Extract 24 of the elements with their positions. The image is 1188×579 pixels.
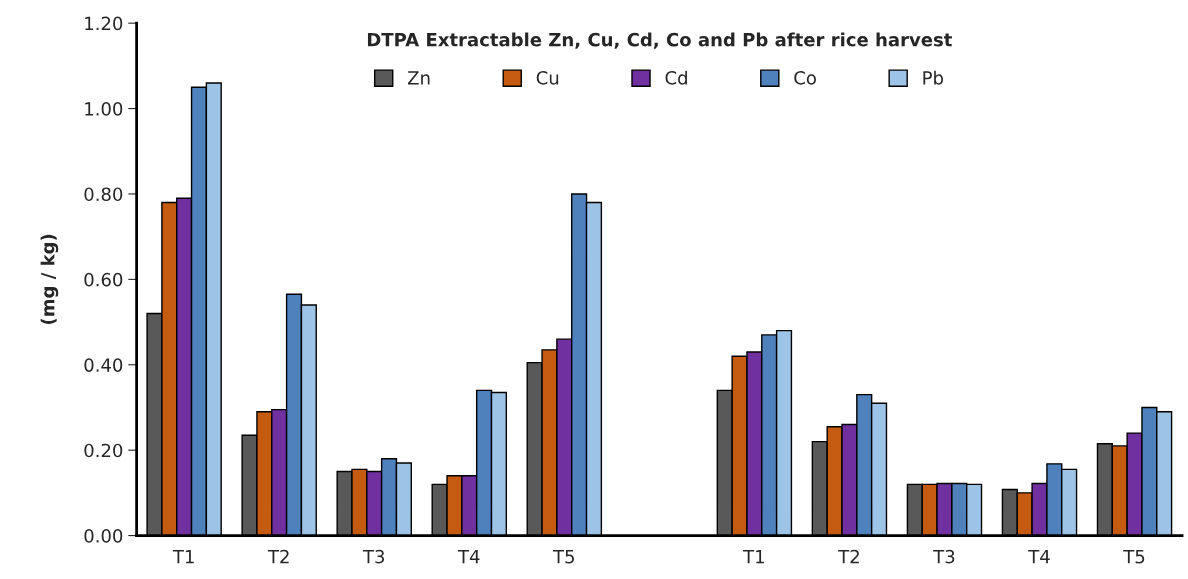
y-tick-label: 1.00 xyxy=(85,102,123,116)
legend-label: Zn xyxy=(407,71,430,85)
x-tick-label: T4 xyxy=(1028,550,1050,564)
x-tick-label: T1 xyxy=(172,550,194,564)
legend-label: Cu xyxy=(536,71,559,85)
legend-label: Co xyxy=(794,71,816,85)
x-tick-label: T2 xyxy=(267,549,289,564)
y-tick-label: 0.00 xyxy=(84,529,123,543)
x-tick-label: T5 xyxy=(1123,550,1145,564)
x-tick-label: T3 xyxy=(362,549,385,564)
legend-label: Cd xyxy=(665,70,687,85)
chart-title: DTPA Extractable Zn, Cu, Cd, Co and Pb after rice harvest xyxy=(367,32,952,49)
x-tick-label: T3 xyxy=(933,549,955,564)
x-tick-label: T2 xyxy=(838,549,859,564)
x-tick-label: T4 xyxy=(457,550,480,564)
y-tick-label: 0.40 xyxy=(84,358,123,372)
y-tick-label: 0.60 xyxy=(84,272,123,287)
x-tick-label: T1 xyxy=(743,550,764,564)
legend-label: Pb xyxy=(923,70,944,85)
y-tick-label: 0.80 xyxy=(84,187,123,202)
y-axis-title: (mg / kg) xyxy=(40,234,59,324)
x-tick-label: T5 xyxy=(552,550,574,564)
y-tick-label: 0.20 xyxy=(84,443,123,458)
y-tick-label: 1.20 xyxy=(85,16,123,31)
